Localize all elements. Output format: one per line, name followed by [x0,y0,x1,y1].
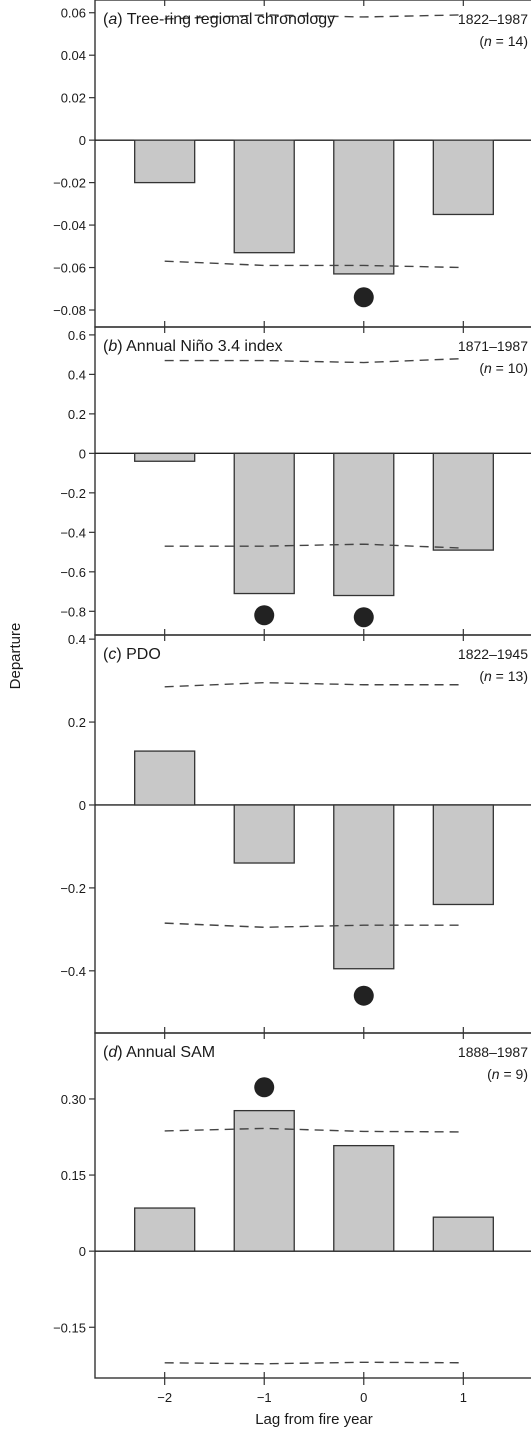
bar [233,452,295,595]
y-tick-label: 0.2 [68,407,86,422]
ci-lower-line [164,543,464,549]
panel-period: 1822–1987 [458,11,528,27]
significance-dot [353,287,374,308]
panel-b: 0.6 0.4 0.2 0 −0.2 −0.4 −0.6 −0.8 (b) Annual Niñ… [60,326,531,636]
y-tick-label: 0 [79,1244,86,1259]
y-tick-label: 0.6 [68,328,86,343]
panel-sample-size: (n = 14) [479,33,528,49]
ci-upper-line [164,1127,464,1133]
panel-title: (d) Annual SAM [103,1044,215,1061]
y-tick-label: −0.6 [60,565,86,580]
panel-title: (a) Tree-ring regional chronology [103,11,335,28]
y-tick-label: 0.02 [61,91,86,106]
ci-lower-line [164,260,464,269]
bar [333,452,395,597]
panels-group: 0.06 0.04 0.02 0 −0.02 −0.04 −0.06 −0.08 (a) Tre… [53,0,531,1379]
bar [333,804,395,970]
y-tick-label: −0.8 [60,604,86,619]
panel-sample-size: (n = 10) [479,360,528,376]
y-tick-label: −0.2 [60,881,86,896]
panel-a: 0.06 0.04 0.02 0 −0.02 −0.04 −0.06 −0.08 (a) Tre… [53,0,531,328]
ci-lower-line [164,922,464,928]
y-tick-label: −0.08 [53,303,86,318]
panel-title: (c) PDO [103,646,161,663]
panel-sample-size: (n = 13) [479,668,528,684]
x-tick-label: −2 [157,1390,172,1405]
significance-dot [353,985,374,1006]
y-tick-label: 0.04 [61,48,86,63]
ci-upper-line [164,14,464,20]
ci-lower-line [164,1361,464,1365]
y-tick-label: 0 [79,133,86,148]
y-tick-label: 0.06 [61,6,86,21]
panel-period: 1822–1945 [458,646,528,662]
bar [333,139,395,275]
significance-dot [254,1077,275,1098]
ci-upper-line [164,681,464,688]
bar [134,139,196,184]
x-axis: −2 −1 0 1 [157,1378,467,1405]
bar [432,1216,494,1252]
x-axis-label: Lag from fire year [255,1411,373,1428]
bar [233,139,295,254]
panel-period: 1888–1987 [458,1044,528,1060]
panel-period: 1871–1987 [458,338,528,354]
y-tick-label: 0.2 [68,715,86,730]
bar [432,139,494,216]
panel-d: 0.30 0.15 0 −0.15 (d) Annual SAM 1888–1987 (n … [53,1032,531,1379]
y-tick-label: 0 [79,798,86,813]
panel-frame [94,1032,531,1379]
bar [333,1144,395,1252]
x-tick-label: 0 [360,1390,367,1405]
bar [233,1109,295,1252]
ci-upper-line [164,357,464,364]
y-tick-label: 0.15 [61,1168,86,1183]
bar [134,750,196,806]
bar [432,452,494,551]
y-tick-label: −0.02 [53,176,86,191]
y-tick-label: −0.04 [53,218,86,233]
y-tick-label: 0 [79,446,86,461]
y-tick-label: −0.15 [53,1320,86,1335]
x-tick-label: −1 [257,1390,272,1405]
y-tick-label: −0.2 [60,486,86,501]
significance-dot [254,605,275,626]
bar [233,804,295,864]
bar [134,1207,196,1252]
panel-title: (b) Annual Niño 3.4 index [103,338,283,355]
bar [432,804,494,906]
panel-c: 0.4 0.2 0 −0.2 −0.4 (c) PDO 1822–1945 (n = 13) [60,632,531,1034]
y-tick-label: 0.4 [68,632,86,647]
y-axis-label: Departure [7,623,24,690]
y-tick-label: −0.4 [60,964,86,979]
y-tick-label: 0.30 [61,1092,86,1107]
y-tick-label: −0.4 [60,525,86,540]
panel-sample-size: (n = 9) [487,1066,528,1082]
x-tick-label: 1 [460,1390,467,1405]
y-tick-label: 0.4 [68,367,86,382]
significance-dot [353,607,374,628]
bar [134,452,196,462]
y-tick-label: −0.06 [53,261,86,276]
